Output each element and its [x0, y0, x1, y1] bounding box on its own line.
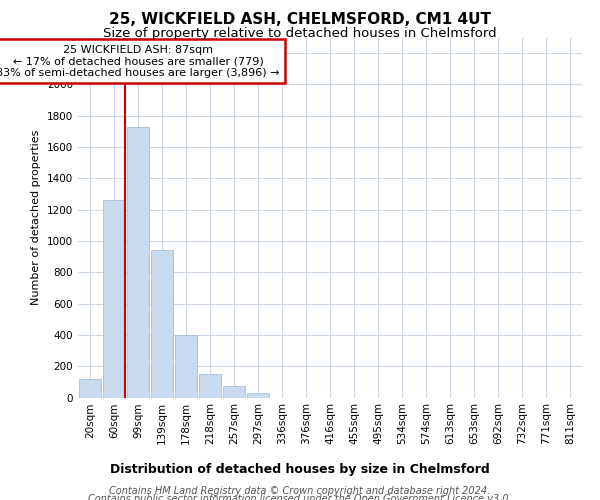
Bar: [199, 374, 221, 398]
Text: Distribution of detached houses by size in Chelmsford: Distribution of detached houses by size …: [110, 462, 490, 475]
Text: Contains HM Land Registry data © Crown copyright and database right 2024.: Contains HM Land Registry data © Crown c…: [109, 486, 491, 496]
Text: 25 WICKFIELD ASH: 87sqm
← 17% of detached houses are smaller (779)
83% of semi-d: 25 WICKFIELD ASH: 87sqm ← 17% of detache…: [0, 44, 280, 78]
Bar: [127, 126, 149, 398]
Bar: [247, 393, 269, 398]
Bar: [79, 378, 101, 398]
Text: Contains public sector information licensed under the Open Government Licence v3: Contains public sector information licen…: [88, 494, 512, 500]
Bar: [223, 386, 245, 398]
Bar: [103, 200, 125, 398]
Text: Size of property relative to detached houses in Chelmsford: Size of property relative to detached ho…: [103, 28, 497, 40]
Text: 25, WICKFIELD ASH, CHELMSFORD, CM1 4UT: 25, WICKFIELD ASH, CHELMSFORD, CM1 4UT: [109, 12, 491, 28]
Bar: [175, 335, 197, 398]
Y-axis label: Number of detached properties: Number of detached properties: [31, 130, 41, 305]
Bar: [151, 250, 173, 398]
